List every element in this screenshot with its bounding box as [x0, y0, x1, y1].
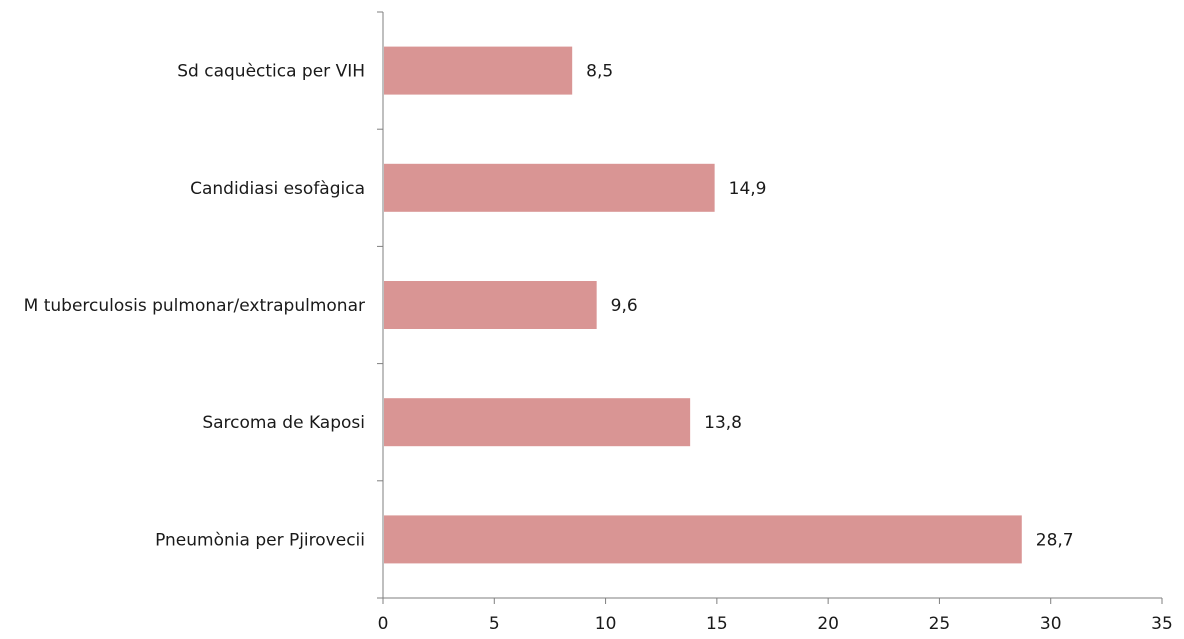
bar [384, 163, 715, 212]
bar [384, 46, 573, 95]
category-label: Sd caquèctica per VIH [177, 62, 365, 82]
x-tick-label: 5 [489, 614, 500, 634]
x-tick-label: 0 [378, 614, 389, 634]
x-tick-label: 30 [1040, 614, 1062, 634]
category-label: M tuberculosis pulmonar/extrapulmonar [24, 296, 365, 316]
x-tick-label: 20 [817, 614, 839, 634]
x-tick-label: 15 [706, 614, 728, 634]
category-label: Pneumònia per Pjirovecii [155, 530, 365, 550]
category-label: Candidiasi esofàgica [190, 179, 365, 199]
x-tick-label: 10 [595, 614, 617, 634]
data-label: 14,9 [729, 179, 767, 199]
x-tick-label: 25 [929, 614, 951, 634]
category-label: Sarcoma de Kaposi [202, 413, 365, 433]
bar [384, 281, 597, 329]
data-label: 9,6 [611, 296, 638, 316]
data-label: 28,7 [1036, 530, 1074, 550]
plot-area: 0 5 10 15 20 25 30 35 Sd caquèctica per VIH 8,5 Ca… [24, 11, 1173, 634]
x-tick-label: 35 [1151, 614, 1173, 634]
bar [384, 398, 691, 447]
data-label: 13,8 [704, 413, 742, 433]
bar [384, 515, 1022, 564]
data-label: 8,5 [586, 62, 613, 82]
